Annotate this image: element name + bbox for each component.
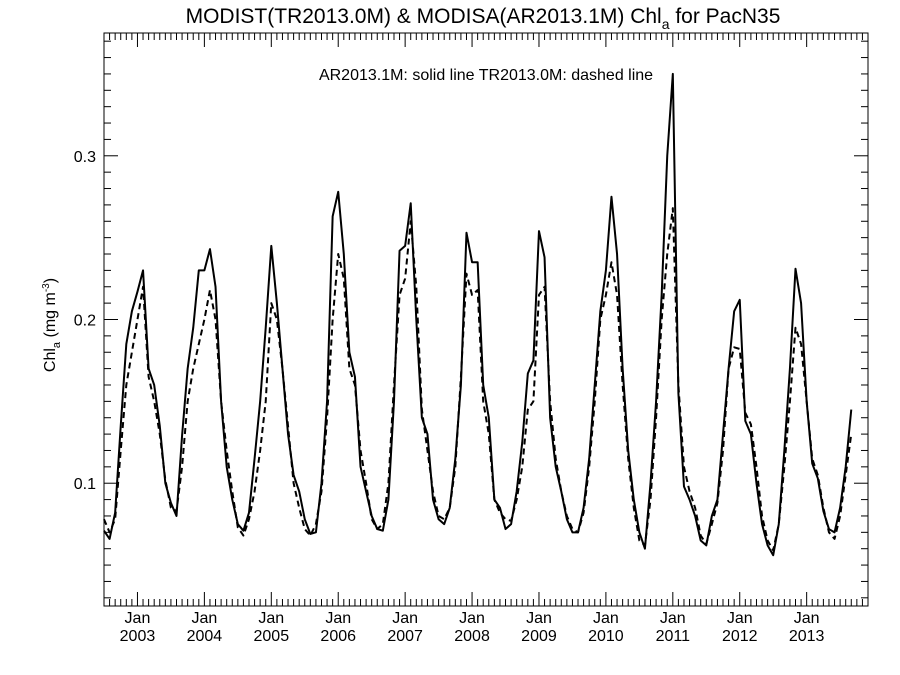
chart-title-sub: a xyxy=(662,16,670,32)
y-axis-label-sub: a xyxy=(51,341,63,348)
x-tick-label-month: Jan xyxy=(191,610,217,627)
y-tick-label: 0.2 xyxy=(74,313,96,330)
y-tick-label: 0.3 xyxy=(74,149,96,166)
svg-text:Chla (mg m-3): Chla (mg m-3) xyxy=(41,278,63,372)
y-axis-label-sup: -3 xyxy=(41,283,52,292)
axis-ticks: 0.10.20.3Jan2003Jan2004Jan2005Jan2006Jan… xyxy=(74,33,869,645)
plot-frame xyxy=(103,32,869,607)
x-tick-label-month: Jan xyxy=(660,610,686,627)
y-axis-label-end: ) xyxy=(42,278,59,283)
y-tick-label: 0.1 xyxy=(74,476,96,493)
x-tick-label-year: 2008 xyxy=(454,628,490,645)
x-tick-label-year: 2011 xyxy=(656,628,691,645)
y-axis-label-base: Chl xyxy=(42,348,59,372)
y-axis-label-mid: (mg m xyxy=(42,292,59,342)
x-tick-label-year: 2006 xyxy=(320,628,356,645)
series-line-ar2013-1m xyxy=(103,72,853,557)
x-tick-label-year: 2009 xyxy=(521,628,557,645)
x-tick-label-year: 2012 xyxy=(722,628,758,645)
chart-title: MODIST(TR2013.0M) & MODISA(AR2013.1M) Ch… xyxy=(186,5,781,32)
x-tick-label-year: 2010 xyxy=(588,628,624,645)
x-tick-label-month: Jan xyxy=(459,610,485,627)
x-tick-label-month: Jan xyxy=(727,610,753,627)
x-tick-label-year: 2004 xyxy=(187,628,223,645)
series-line-tr2013-0m xyxy=(103,207,853,552)
series-annotation: AR2013.1M: solid line TR2013.0M: dashed … xyxy=(319,67,653,84)
x-tick-label-year: 2005 xyxy=(254,628,290,645)
series-layer xyxy=(103,72,853,557)
x-tick-label-month: Jan xyxy=(794,610,820,627)
x-tick-label-month: Jan xyxy=(526,610,552,627)
chart-title-tail: for PacN35 xyxy=(670,5,781,28)
x-tick-label-year: 2013 xyxy=(789,628,825,645)
y-axis-label: Chla (mg m-3) xyxy=(41,278,63,372)
x-tick-label-month: Jan xyxy=(593,610,619,627)
x-tick-label-month: Jan xyxy=(325,610,351,627)
chart-title-main: MODIST(TR2013.0M) & MODISA(AR2013.1M) Ch… xyxy=(186,5,662,28)
x-tick-label-month: Jan xyxy=(125,610,151,627)
x-tick-label-month: Jan xyxy=(258,610,284,627)
x-tick-label-month: Jan xyxy=(392,610,418,627)
x-tick-label-year: 2003 xyxy=(120,628,156,645)
x-tick-label-year: 2007 xyxy=(387,628,423,645)
